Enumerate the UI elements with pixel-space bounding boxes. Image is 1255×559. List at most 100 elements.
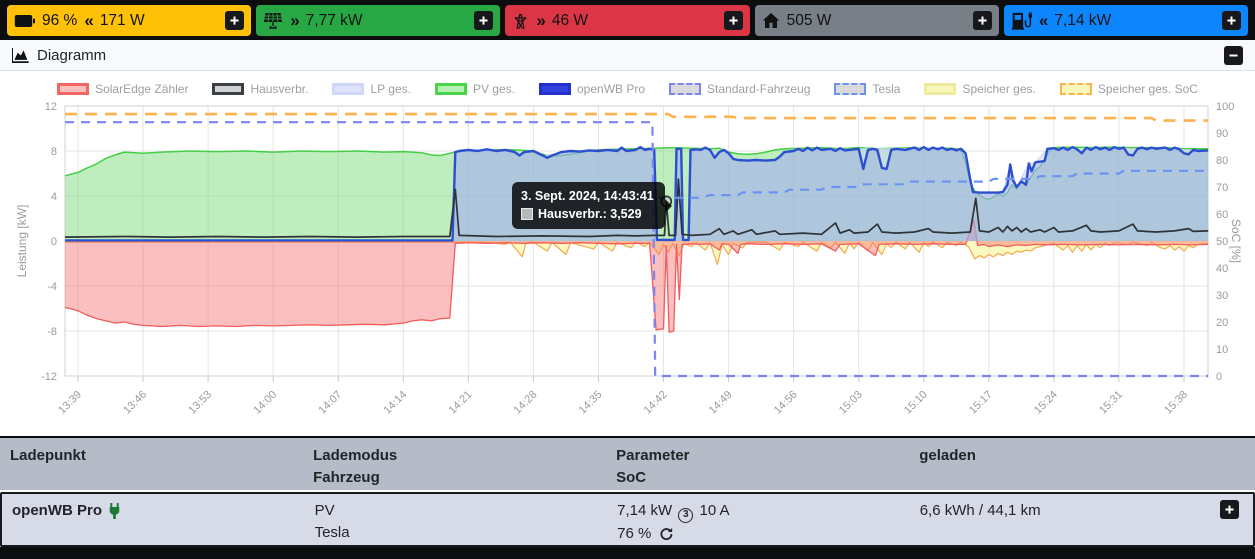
svg-text:8: 8 xyxy=(51,146,57,158)
header-lademodus: Lademodus xyxy=(313,447,398,464)
legend-label: openWB Pro xyxy=(577,82,646,96)
chart-tooltip: 3. Sept. 2024, 14:43:41 Hausverbr.: 3,52… xyxy=(512,182,672,229)
legend-label: Standard-Fahrzeug xyxy=(707,82,811,96)
legend-swatch xyxy=(434,83,467,95)
svg-text:10: 10 xyxy=(1216,344,1228,356)
svg-text:100: 100 xyxy=(1216,101,1234,113)
battery-expand-button[interactable] xyxy=(225,11,245,30)
house-icon xyxy=(762,12,780,29)
battery-icon xyxy=(14,14,35,28)
svg-text:15:10: 15:10 xyxy=(902,389,930,417)
chargepoint-row[interactable]: openWB Pro PV Tesla 7,14 kW 3 10 A 76 % xyxy=(0,492,1255,547)
svg-text:15:38: 15:38 xyxy=(1162,389,1190,417)
flow-direction-right-icon: » xyxy=(536,10,546,30)
solar-panel-icon xyxy=(263,12,283,29)
y-axis-left-title: Leistung [kW] xyxy=(15,205,29,278)
svg-text:14:28: 14:28 xyxy=(512,389,540,417)
diagram-collapse-button[interactable] xyxy=(1224,45,1243,65)
legend-swatch xyxy=(212,83,245,95)
charge-current: 10 A xyxy=(699,502,730,519)
series-speicher-ges-soc xyxy=(65,112,1209,122)
svg-text:-4: -4 xyxy=(47,281,57,293)
grid-status-box[interactable]: » 46 W xyxy=(505,5,750,36)
legend-item-speicher-ges-[interactable]: Speicher ges. xyxy=(924,82,1036,96)
series-standard-fahrzeug xyxy=(65,121,1209,378)
legend-item-pv-ges-[interactable]: PV ges. xyxy=(434,82,515,96)
tooltip-value: Hausverbr.: 3,529 xyxy=(538,207,642,221)
flow-direction-right-icon: » xyxy=(290,10,300,30)
table-header-row: Ladepunkt Lademodus Fahrzeug Parameter S… xyxy=(0,438,1255,490)
svg-text:14:49: 14:49 xyxy=(707,389,735,417)
legend-swatch xyxy=(57,83,90,95)
transmission-tower-icon xyxy=(512,12,529,30)
legend-label: Hausverbr. xyxy=(250,82,309,96)
diagram-chart: SolarEdge Zähler Hausverbr. LP ges. PV ges.… xyxy=(0,71,1255,436)
svg-text:15:03: 15:03 xyxy=(837,389,865,417)
legend-swatch xyxy=(669,83,702,95)
svg-text:14:21: 14:21 xyxy=(447,389,475,417)
legend-item-speicher-ges-soc[interactable]: Speicher ges. SoC xyxy=(1059,82,1198,96)
legend-label: Speicher ges. xyxy=(962,82,1036,96)
svg-text:0: 0 xyxy=(1216,371,1222,383)
legend-swatch xyxy=(1059,83,1092,95)
house-expand-button[interactable] xyxy=(972,11,992,30)
pv-power-value: 7,77 kW xyxy=(305,11,363,29)
legend-item-standard-fahrzeug[interactable]: Standard-Fahrzeug xyxy=(669,82,810,96)
legend-label: SolarEdge Zähler xyxy=(95,82,189,96)
legend-item-hausverbr-[interactable]: Hausverbr. xyxy=(212,82,308,96)
battery-power-value: 171 W xyxy=(99,11,145,29)
legend-label: LP ges. xyxy=(370,82,411,96)
y-axis-right-title: SoC [%] xyxy=(1229,219,1243,263)
diagram-card-header: Diagramm xyxy=(0,40,1255,71)
series-hausverbr- xyxy=(64,178,1209,238)
svg-text:20: 20 xyxy=(1216,317,1228,329)
flow-direction-left-icon: « xyxy=(1038,10,1049,30)
chargepoint-name: openWB Pro xyxy=(12,502,102,519)
chargepoint-power-value: 7,14 kW xyxy=(1054,11,1112,29)
house-status-box[interactable]: 505 W xyxy=(754,5,999,36)
grid-power-value: 46 W xyxy=(551,11,589,29)
battery-soc-value: 96 % xyxy=(42,11,78,29)
chart-area-icon xyxy=(12,47,29,63)
plus-icon xyxy=(479,16,488,25)
chargepoint-expand-button[interactable] xyxy=(1222,11,1242,30)
series-solaredge-z-hler xyxy=(64,218,1209,333)
battery-status-box[interactable]: 96 % « 171 W xyxy=(7,5,252,36)
vehicle-soc: 76 % xyxy=(617,524,652,542)
charge-mode: PV xyxy=(314,502,335,519)
grid-expand-button[interactable] xyxy=(723,11,743,30)
header-fahrzeug: Fahrzeug xyxy=(313,469,380,486)
plus-icon xyxy=(1225,505,1234,514)
phases-badge: 3 xyxy=(678,507,694,523)
svg-text:80: 80 xyxy=(1216,155,1228,167)
series-speicher-ges- xyxy=(65,241,1209,266)
series-tesla xyxy=(657,169,1209,199)
legend-swatch xyxy=(332,83,365,95)
legend-item-solaredge-z-hler[interactable]: SolarEdge Zähler xyxy=(57,82,188,96)
chargepoint-status-box[interactable]: « 7,14 kW xyxy=(1003,5,1249,36)
svg-text:12: 12 xyxy=(45,101,57,113)
legend-label: PV ges. xyxy=(472,82,515,96)
section-title: Diagramm xyxy=(37,46,107,64)
refresh-soc-icon[interactable] xyxy=(659,527,673,545)
svg-text:-12: -12 xyxy=(41,371,57,383)
svg-text:14:56: 14:56 xyxy=(772,389,800,417)
chargepoint-expand-button[interactable] xyxy=(1219,500,1239,519)
pv-expand-button[interactable] xyxy=(474,11,494,30)
svg-text:13:39: 13:39 xyxy=(56,389,84,417)
minus-icon xyxy=(1229,54,1238,56)
plus-icon xyxy=(1227,16,1236,25)
pv-status-box[interactable]: » 7,77 kW xyxy=(256,5,501,36)
legend-item-openwb-pro[interactable]: openWB Pro xyxy=(539,82,645,96)
tooltip-arrow xyxy=(664,198,672,213)
svg-text:14:07: 14:07 xyxy=(316,389,344,417)
series-openwb-pro xyxy=(65,145,1209,242)
charging-station-icon xyxy=(1011,11,1032,30)
legend-item-tesla[interactable]: Tesla xyxy=(834,82,900,96)
legend-label: Speicher ges. SoC xyxy=(1097,82,1198,96)
svg-text:13:53: 13:53 xyxy=(186,389,214,417)
legend-item-lp-ges-[interactable]: LP ges. xyxy=(332,82,411,96)
svg-text:90: 90 xyxy=(1216,128,1228,140)
plug-connected-icon xyxy=(108,503,121,519)
